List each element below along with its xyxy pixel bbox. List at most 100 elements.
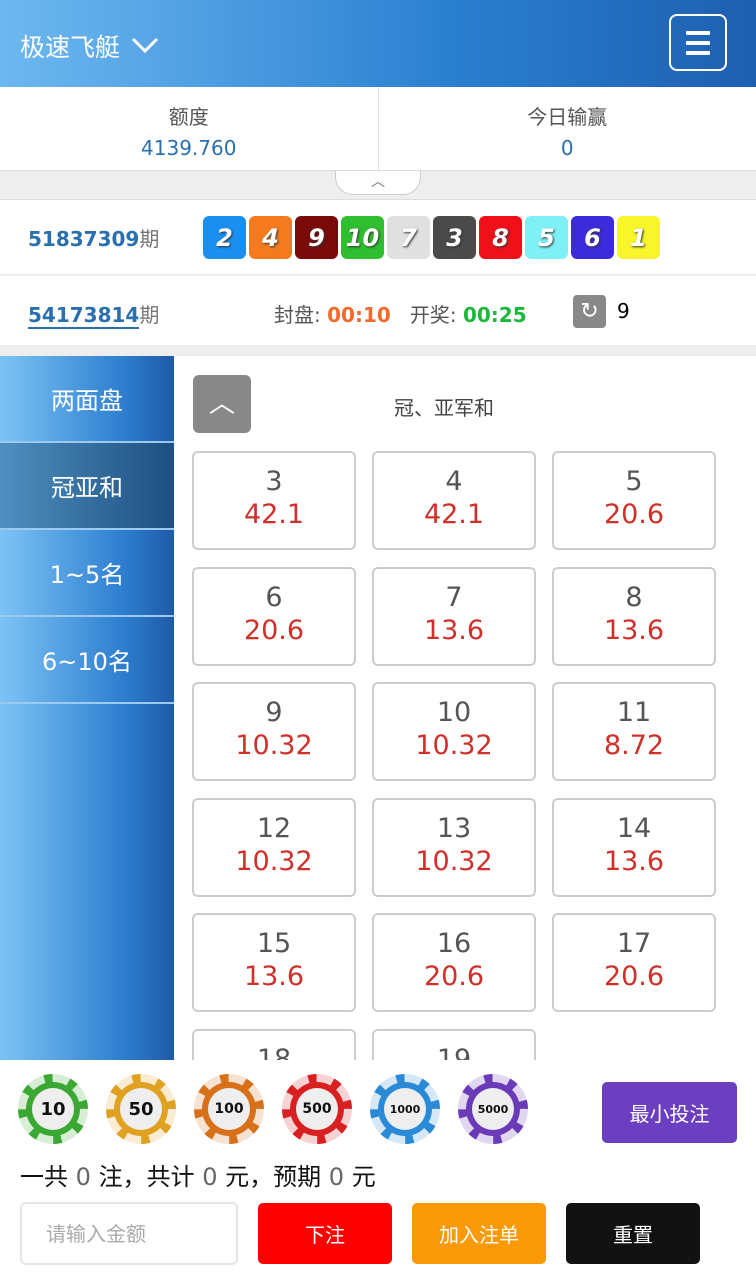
current-issue-number[interactable]: 54173814 xyxy=(28,303,140,329)
cell-odds: 8.72 xyxy=(603,730,665,761)
cell-odds: 20.6 xyxy=(423,961,485,992)
odds-cell[interactable]: 3 42.1 xyxy=(192,451,356,550)
odds-cell[interactable]: 13 10.32 xyxy=(372,797,536,897)
refresh-countdown: 9 xyxy=(617,299,630,323)
cell-odds: 13.6 xyxy=(243,961,305,992)
chevron-up-icon: ︿ xyxy=(208,389,235,419)
last-issue-number: 51837309 xyxy=(28,226,140,251)
chevron-up-icon: ︿ xyxy=(371,174,385,190)
today-value: 0 xyxy=(560,136,574,160)
cell-odds: 20.6 xyxy=(243,614,305,646)
cell-number: 18 xyxy=(256,1043,292,1061)
chip-value: 10 xyxy=(32,1088,74,1130)
hamburger-icon-line xyxy=(686,40,710,45)
chip-5000[interactable]: 5000 xyxy=(458,1074,528,1144)
cell-odds: 13.6 xyxy=(603,845,665,877)
odds-cell[interactable]: 17 20.6 xyxy=(552,913,716,1012)
odds-cell[interactable]: 12 10.32 xyxy=(192,797,356,897)
odds-cell[interactable]: 16 20.6 xyxy=(372,913,536,1012)
odds-cell[interactable]: 10 10.32 xyxy=(372,682,536,781)
bet-button[interactable]: 下注 xyxy=(258,1203,392,1264)
bet-summary: 一共 0 注，共计 0 元，预期 0 元 xyxy=(20,1157,376,1192)
add-to-slip-button[interactable]: 加入注单 xyxy=(412,1203,546,1264)
last-issue: 51837309期 xyxy=(28,223,159,252)
header: 极速飞艇 xyxy=(0,0,756,87)
odds-cell[interactable]: 19 xyxy=(372,1028,536,1061)
credit-value: 4139.760 xyxy=(141,136,237,160)
result-balls: 2 4 9 10 7 3 8 5 6 1 xyxy=(203,216,660,259)
chip-50[interactable]: 50 xyxy=(106,1074,176,1144)
chip-value: 100 xyxy=(208,1088,250,1130)
cell-number: 6 xyxy=(265,581,283,613)
sidebar-item-6-10[interactable]: 6~10名 xyxy=(0,617,174,704)
bet-count: 0 xyxy=(75,1163,91,1191)
current-issue[interactable]: 54173814期 xyxy=(28,299,160,329)
odds-cell[interactable]: 11 8.72 xyxy=(552,682,716,781)
game-selector[interactable]: 极速飞艇 xyxy=(20,28,160,64)
min-bet-button[interactable]: 最小投注 xyxy=(602,1082,737,1143)
cell-odds: 42.1 xyxy=(243,499,305,530)
scroll-up-button[interactable]: ︿ xyxy=(193,375,251,433)
section-title: 冠、亚军和 xyxy=(394,396,494,420)
account-bar: 额度 4139.760 今日输赢 0 xyxy=(0,87,756,171)
odds-cell[interactable]: 5 20.6 xyxy=(552,451,716,550)
chip-1000[interactable]: 1000 xyxy=(370,1074,440,1144)
result-ball: 1 xyxy=(617,216,660,259)
cell-odds: 13.6 xyxy=(603,614,665,646)
draw-time: 00:25 xyxy=(462,303,527,327)
sidebar-item-1-5[interactable]: 1~5名 xyxy=(0,530,174,617)
cell-odds: 42.1 xyxy=(423,499,485,530)
bet-bar: 10 50 100 500 1000 5000 最小投注 一共 0 注，共计 0 元，预期… xyxy=(0,1060,756,1280)
reset-button[interactable]: 重置 xyxy=(566,1203,700,1264)
game-title: 极速飞艇 xyxy=(20,33,121,62)
amount-input[interactable] xyxy=(20,1202,238,1265)
cell-number: 11 xyxy=(616,697,652,728)
odds-cell[interactable]: 18 xyxy=(192,1028,356,1061)
cell-number: 19 xyxy=(436,1043,472,1061)
cell-number: 10 xyxy=(436,697,472,728)
odds-panel: ︿ 冠、亚军和 3 42.1 4 42.1 5 20.6 6 20.6 7 13.6 8 13.6 9 1… xyxy=(174,356,756,1060)
divider-band: ︿ xyxy=(0,171,756,200)
collapse-toggle[interactable]: ︿ xyxy=(335,171,421,195)
today-label: 今日输赢 xyxy=(527,105,608,129)
odds-cell[interactable]: 8 13.6 xyxy=(552,566,716,666)
odds-cell[interactable]: 9 10.32 xyxy=(192,682,356,781)
chip-100[interactable]: 100 xyxy=(194,1074,264,1144)
odds-cell[interactable]: 14 13.6 xyxy=(552,797,716,897)
chip-value: 50 xyxy=(120,1088,162,1130)
cell-number: 5 xyxy=(625,466,643,497)
summary-text: 元 xyxy=(351,1163,376,1191)
credit-label: 额度 xyxy=(168,105,209,129)
odds-cell[interactable]: 7 13.6 xyxy=(372,566,536,666)
cell-odds: 10.32 xyxy=(415,845,493,877)
odds-cell[interactable]: 4 42.1 xyxy=(372,451,536,550)
menu-button[interactable] xyxy=(669,14,727,71)
sidebar-item-sum[interactable]: 冠亚和 xyxy=(0,443,174,530)
cell-odds: 10.32 xyxy=(415,730,493,761)
result-ball: 10 xyxy=(341,216,384,259)
chevron-down-icon xyxy=(130,32,160,61)
odds-cell[interactable]: 6 20.6 xyxy=(192,566,356,666)
cell-number: 14 xyxy=(616,812,652,844)
result-ball: 2 xyxy=(203,216,246,259)
odds-cell[interactable]: 15 13.6 xyxy=(192,913,356,1012)
issue-suffix: 期 xyxy=(139,303,160,327)
timers: 封盘: 00:10 开奖: 00:25 xyxy=(274,299,527,328)
summary-text: 元，预期 xyxy=(225,1163,322,1191)
refresh-icon: ↻ xyxy=(580,299,599,324)
cell-odds: 20.6 xyxy=(603,961,665,992)
chip-10[interactable]: 10 xyxy=(18,1074,88,1144)
cell-number: 3 xyxy=(265,466,283,497)
result-ball: 6 xyxy=(571,216,614,259)
current-draw: 54173814期 封盘: 00:10 开奖: 00:25 ↻ 9 xyxy=(0,277,756,345)
chip-500[interactable]: 500 xyxy=(282,1074,352,1144)
cell-odds: 20.6 xyxy=(603,499,665,530)
sidebar-item-two-sides[interactable]: 两面盘 xyxy=(0,356,174,443)
cell-number: 15 xyxy=(256,928,292,959)
result-ball: 7 xyxy=(387,216,430,259)
issue-suffix: 期 xyxy=(139,226,160,251)
chip-value: 1000 xyxy=(384,1088,426,1130)
cell-number: 4 xyxy=(445,466,463,497)
cell-odds: 10.32 xyxy=(235,845,313,877)
refresh-button[interactable]: ↻ xyxy=(573,295,606,328)
